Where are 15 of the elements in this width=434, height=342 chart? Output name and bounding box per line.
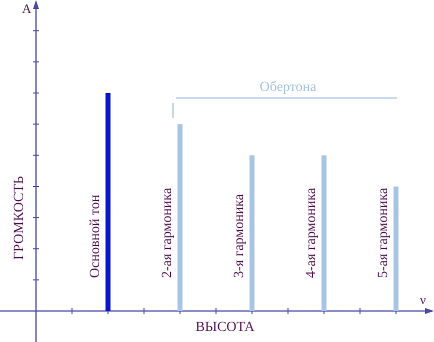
text: A bbox=[22, 1, 32, 16]
x-tick-label: 5-ая гармоника bbox=[376, 187, 391, 278]
bar bbox=[250, 155, 254, 311]
bar bbox=[106, 93, 110, 311]
bar bbox=[394, 186, 398, 311]
y-axis-title: ГРОМКОСТЬ bbox=[12, 176, 27, 260]
annotation: Обертона bbox=[260, 80, 318, 95]
bar bbox=[322, 155, 326, 311]
x-tick-label: 3-я гармоника bbox=[232, 193, 247, 278]
x-axis-title: ВЫСОТА bbox=[196, 320, 256, 335]
x-tick-label: 2-ая гармоника bbox=[160, 187, 175, 278]
annotation: ν bbox=[420, 292, 426, 307]
bar bbox=[178, 124, 182, 311]
x-tick-label: Основной тон bbox=[88, 194, 103, 278]
x-tick-label: 4-ая гармоника bbox=[304, 187, 319, 278]
